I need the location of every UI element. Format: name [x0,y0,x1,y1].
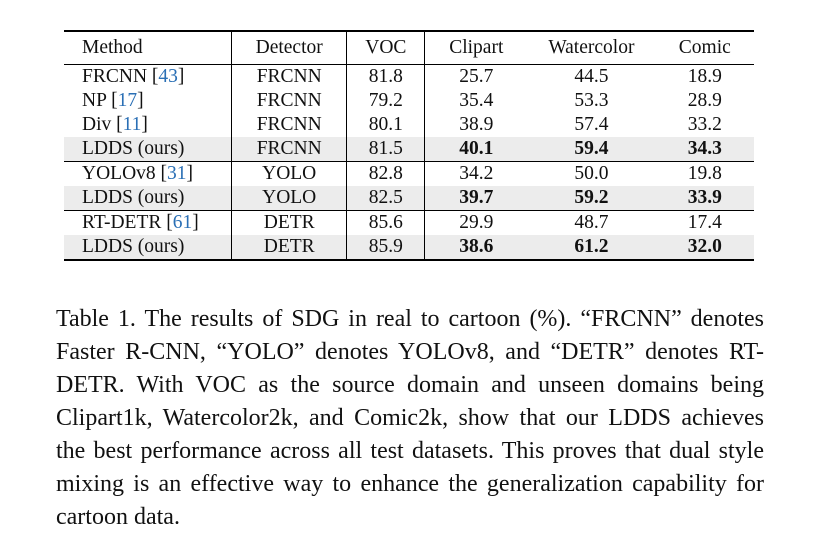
voc-cell: 81.8 [346,64,426,89]
comic-cell: 33.2 [687,114,722,135]
method-name: FRCNN [82,66,148,87]
voc-cell: 81.5 [346,137,426,162]
table-group-frcnn: FRCNN [43] FRCNN 81.8 25.7 44.5 18.9 NP … [64,64,754,162]
comic-cell-best: 33.9 [655,186,754,211]
header-clipart: Clipart [424,30,528,65]
clipart-cell-best: 39.7 [424,186,528,211]
table-row: NP [17] FRCNN 79.2 35.4 53.3 28.9 [64,89,754,113]
voc-cell: 85.6 [346,210,426,235]
detector-cell: YOLO [231,161,348,186]
detector-cell: DETR [231,210,348,235]
citation-link[interactable]: 31 [167,163,187,184]
method-cell: RT-DETR [61] [64,210,233,235]
watercolor-cell-best: 59.4 [527,137,656,162]
voc-cell: 82.5 [346,186,426,211]
watercolor-cell: 53.3 [574,90,609,111]
comic-cell-best: 32.0 [655,235,754,261]
clipart-cell: 25.7 [459,66,494,87]
method-cell: YOLOv8 [31] [64,161,233,186]
citation-link[interactable]: 11 [122,114,142,135]
clipart-cell: 35.4 [459,90,494,111]
table-row: RT-DETR [61] DETR 85.6 29.9 48.7 17.4 [64,210,754,235]
detector-cell: FRCNN [231,137,348,162]
clipart-cell: 38.9 [459,114,494,135]
voc-cell: 82.8 [346,161,426,186]
table-caption: Table 1. The results of SDG in real to c… [56,306,764,530]
header-voc: VOC [346,30,426,65]
citation-link[interactable]: 61 [172,212,193,233]
table-row-highlight: LDDS (ours) DETR 85.9 38.6 61.2 32.0 [64,235,754,261]
method-name: YOLOv8 [82,163,156,184]
voc-cell: 80.1 [346,113,426,137]
voc-cell: 85.9 [346,235,426,261]
clipart-cell-best: 40.1 [424,137,528,162]
comic-cell: 17.4 [687,212,722,233]
comic-cell: 19.8 [687,163,722,184]
table-row: FRCNN [43] FRCNN 81.8 25.7 44.5 18.9 [64,64,754,89]
watercolor-cell: 48.7 [574,212,609,233]
comic-cell: 28.9 [687,90,722,111]
detector-cell: FRCNN [231,89,348,113]
watercolor-cell-best: 59.2 [527,186,656,211]
results-table: Method Detector VOC Clipart Watercolor C… [64,30,754,261]
comic-cell: 18.9 [687,66,722,87]
voc-cell: 79.2 [346,89,426,113]
clipart-cell: 34.2 [459,163,494,184]
method-cell: NP [17] [64,89,233,113]
citation-link[interactable]: 17 [117,90,138,111]
method-cell: LDDS (ours) [64,186,233,211]
clipart-cell: 29.9 [459,212,494,233]
header-comic: Comic [655,30,754,65]
header-detector: Detector [231,30,348,65]
table-header-row: Method Detector VOC Clipart Watercolor C… [64,30,754,65]
method-cell: Div [11] [64,113,233,137]
watercolor-cell-best: 61.2 [527,235,656,261]
method-name: NP [82,90,107,111]
table-group-yolo: YOLOv8 [31] YOLO 82.8 34.2 50.0 19.8 LDD… [64,161,754,211]
method-name: Div [82,114,112,135]
header-watercolor: Watercolor [527,30,656,65]
header-method: Method [64,30,233,65]
table-row: YOLOv8 [31] YOLO 82.8 34.2 50.0 19.8 [64,161,754,186]
citation-link[interactable]: 43 [158,66,178,87]
method-name: RT-DETR [82,212,162,233]
comic-cell-best: 34.3 [655,137,754,162]
watercolor-cell: 50.0 [574,163,609,184]
method-cell: LDDS (ours) [64,137,233,162]
watercolor-cell: 44.5 [574,66,609,87]
method-cell: LDDS (ours) [64,235,233,261]
table-group-detr: RT-DETR [61] DETR 85.6 29.9 48.7 17.4 LD… [64,210,754,261]
table-row-highlight: LDDS (ours) FRCNN 81.5 40.1 59.4 34.3 [64,137,754,162]
table-row: Div [11] FRCNN 80.1 38.9 57.4 33.2 [64,113,754,137]
clipart-cell-best: 38.6 [424,235,528,261]
detector-cell: FRCNN [231,64,348,89]
table-row-highlight: LDDS (ours) YOLO 82.5 39.7 59.2 33.9 [64,186,754,211]
watercolor-cell: 57.4 [574,114,609,135]
method-cell: FRCNN [43] [64,64,233,89]
detector-cell: YOLO [231,186,348,211]
detector-cell: FRCNN [231,113,348,137]
detector-cell: DETR [231,235,348,261]
